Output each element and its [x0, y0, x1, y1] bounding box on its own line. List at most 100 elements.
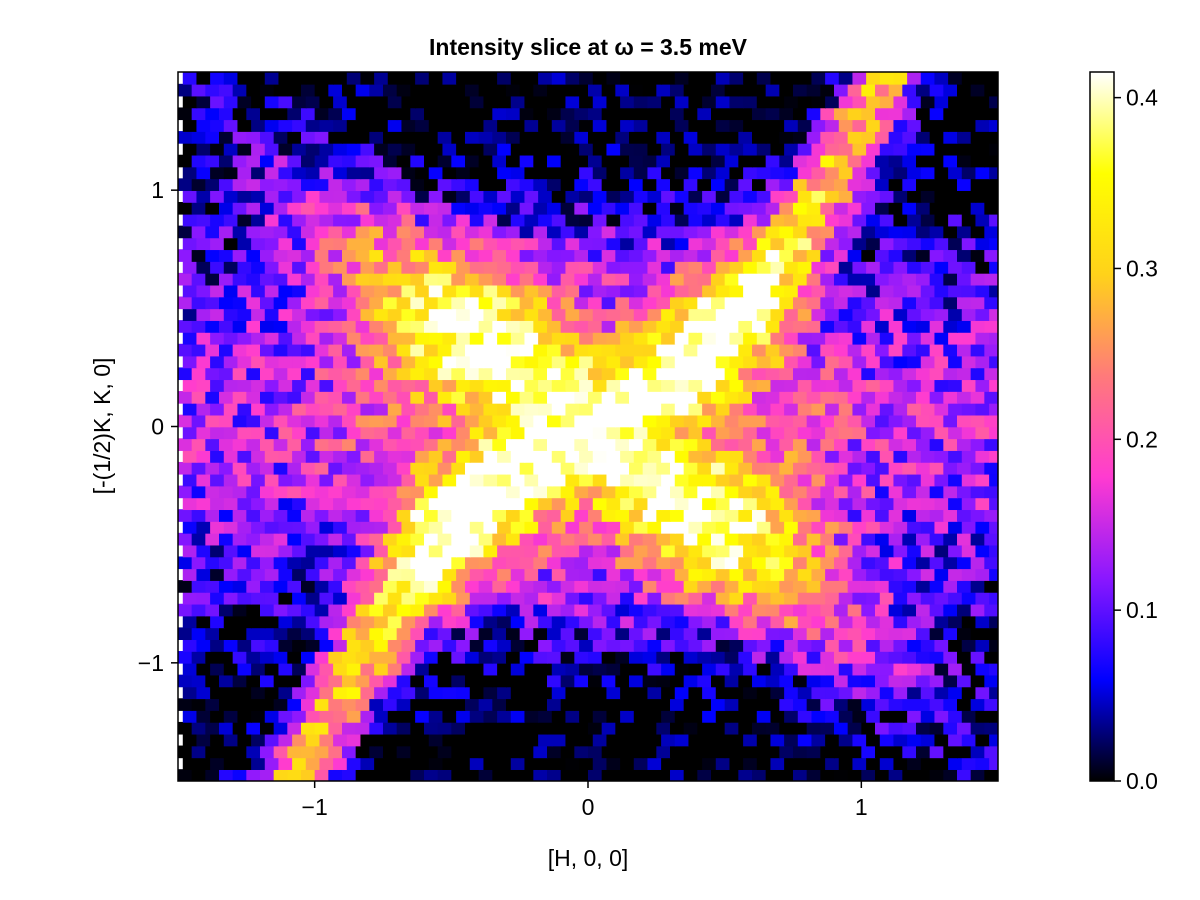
heatmap-cell — [223, 166, 239, 180]
heatmap-cell — [346, 521, 362, 534]
heatmap-cell — [342, 627, 357, 640]
heatmap-cell — [916, 603, 931, 617]
heatmap-cell — [893, 379, 908, 392]
heatmap-cell — [292, 615, 307, 629]
heatmap-cell — [314, 674, 330, 688]
heatmap-cell — [588, 83, 603, 97]
heatmap-cell — [328, 343, 343, 357]
heatmap-cell — [396, 698, 412, 711]
heatmap-cell — [492, 769, 507, 781]
heatmap-cell — [469, 686, 485, 700]
heatmap-cell — [410, 201, 425, 215]
heatmap-cell — [934, 284, 949, 298]
heatmap-cell — [902, 107, 917, 121]
heatmap-cell — [674, 355, 690, 369]
heatmap-cell — [246, 674, 261, 688]
heatmap-cell — [428, 521, 444, 534]
heatmap-cell — [387, 733, 403, 747]
heatmap-cell — [920, 521, 936, 534]
heatmap-cell — [697, 154, 712, 168]
heatmap-cell — [633, 261, 649, 274]
heatmap-cell — [278, 733, 293, 747]
heatmap-cell — [820, 461, 835, 475]
heatmap-cell — [401, 72, 416, 85]
heatmap-cell — [907, 308, 922, 321]
heatmap-cell — [191, 272, 207, 286]
heatmap-cell — [219, 83, 234, 97]
heatmap-cell — [934, 757, 949, 770]
heatmap-cell — [210, 119, 225, 132]
heatmap-cell — [305, 497, 321, 511]
heatmap-cell — [834, 201, 849, 215]
heatmap-cell — [656, 225, 671, 239]
heatmap-cell — [456, 95, 471, 109]
heatmap-cell — [779, 178, 794, 191]
heatmap-cell — [287, 83, 302, 97]
heatmap-cell — [852, 213, 867, 227]
heatmap-cell — [592, 568, 608, 581]
heatmap-cell — [424, 674, 439, 688]
heatmap-cell — [647, 662, 662, 676]
heatmap-cell — [752, 580, 767, 593]
heatmap-cell — [934, 521, 949, 534]
heatmap-cell — [907, 450, 922, 463]
heatmap-cell — [957, 296, 972, 310]
heatmap-cell — [205, 272, 220, 286]
heatmap-cell — [396, 225, 412, 239]
heatmap-cell — [688, 450, 703, 463]
heatmap-cell — [793, 320, 808, 333]
heatmap-cell — [615, 296, 630, 310]
colorbar-tick-label: 0.2 — [1126, 426, 1158, 452]
heatmap-cell — [492, 343, 507, 357]
heatmap-cell — [647, 237, 662, 251]
heatmap-cell — [866, 710, 881, 723]
heatmap-cell — [989, 72, 998, 85]
heatmap-cell — [383, 674, 398, 688]
heatmap-cell — [588, 225, 603, 239]
heatmap-cell — [934, 568, 949, 581]
heatmap-cell — [442, 284, 457, 298]
heatmap-cell — [702, 591, 717, 605]
heatmap-cell — [642, 769, 658, 781]
heatmap-cell — [292, 190, 307, 203]
heatmap-cell — [342, 461, 357, 475]
heatmap-cell — [278, 710, 293, 723]
heatmap-cell — [934, 331, 949, 345]
heatmap-cell — [456, 615, 471, 629]
heatmap-cell — [907, 284, 922, 298]
heatmap-cell — [401, 308, 416, 321]
heatmap-cell — [428, 308, 444, 321]
heatmap-cell — [538, 757, 553, 770]
heatmap-cell — [893, 473, 908, 487]
heatmap-cell — [510, 686, 526, 700]
heatmap-cell — [210, 355, 225, 369]
heatmap-cell — [223, 497, 239, 511]
heatmap-cell — [943, 249, 958, 262]
heatmap-cell — [989, 591, 998, 605]
heatmap-cell — [656, 745, 671, 759]
heatmap-cell — [369, 721, 384, 735]
heatmap-cell — [743, 308, 758, 321]
heatmap-cell — [360, 142, 375, 156]
heatmap-cell — [888, 721, 904, 735]
heatmap-cell — [196, 379, 211, 392]
heatmap-cell — [510, 473, 526, 487]
heatmap-cell — [770, 521, 785, 534]
heatmap-cell — [333, 119, 348, 132]
heatmap-cell — [442, 308, 457, 321]
heatmap-cell — [724, 131, 740, 144]
heatmap-cell — [615, 131, 630, 144]
heatmap-cell — [301, 414, 316, 428]
heatmap-cell — [784, 308, 799, 321]
heatmap-cell — [333, 331, 348, 345]
heatmap-cell — [387, 72, 403, 85]
heatmap-cell — [683, 698, 699, 711]
heatmap-cell — [861, 532, 876, 546]
heatmap-cell — [838, 379, 854, 392]
heatmap-cell — [743, 615, 758, 629]
heatmap-cell — [287, 556, 302, 570]
heatmap-cell — [492, 272, 507, 286]
heatmap-cell — [246, 532, 261, 546]
heatmap-cell — [396, 532, 412, 546]
heatmap-cell — [656, 721, 671, 735]
